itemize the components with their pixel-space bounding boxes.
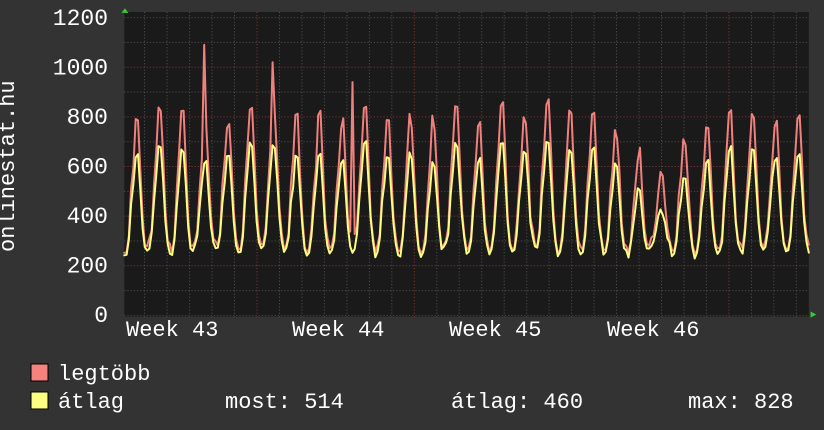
svg-text:Week 45: Week 45 <box>449 318 541 343</box>
svg-text:400: 400 <box>67 204 108 230</box>
svg-text:most: 514: most: 514 <box>225 390 344 415</box>
svg-text:legtöbb: legtöbb <box>58 362 150 387</box>
svg-text:Week 46: Week 46 <box>607 318 699 343</box>
svg-text:1000: 1000 <box>53 56 108 82</box>
svg-text:600: 600 <box>67 155 108 181</box>
svg-text:Week 44: Week 44 <box>292 318 384 343</box>
svg-text:200: 200 <box>67 254 108 280</box>
svg-text:átlag: 460: átlag: 460 <box>451 390 583 415</box>
svg-text:0: 0 <box>94 303 108 329</box>
svg-text:1200: 1200 <box>53 6 108 32</box>
svg-text:onlinestat.hu: onlinestat.hu <box>0 80 21 252</box>
svg-text:max: 828: max: 828 <box>688 390 794 415</box>
svg-text:Week 43: Week 43 <box>126 318 218 343</box>
svg-text:átlag: átlag <box>58 390 124 415</box>
svg-text:800: 800 <box>67 105 108 131</box>
